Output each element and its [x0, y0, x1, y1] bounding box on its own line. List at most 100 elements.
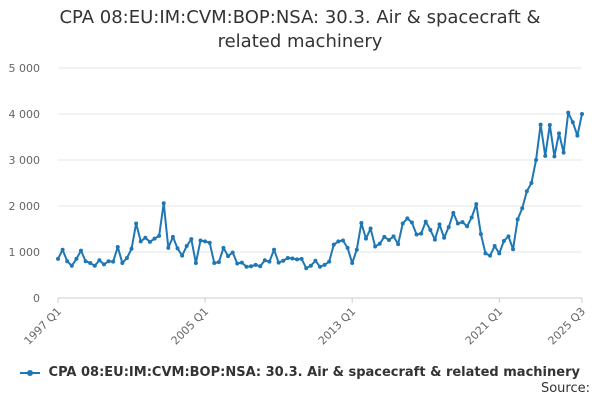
data-point[interactable] — [88, 261, 93, 266]
data-point[interactable] — [363, 236, 368, 241]
data-point[interactable] — [382, 234, 387, 239]
data-point[interactable] — [340, 238, 345, 243]
data-point[interactable] — [134, 221, 139, 226]
data-point[interactable] — [538, 122, 543, 127]
data-point[interactable] — [557, 131, 562, 136]
data-point[interactable] — [74, 256, 79, 261]
data-point[interactable] — [414, 232, 419, 237]
data-point[interactable] — [235, 261, 240, 266]
data-point[interactable] — [262, 258, 267, 263]
data-point[interactable] — [239, 260, 244, 265]
data-point[interactable] — [566, 110, 571, 115]
data-point[interactable] — [373, 244, 378, 249]
data-point[interactable] — [198, 238, 203, 243]
data-point[interactable] — [253, 262, 258, 267]
data-point[interactable] — [483, 251, 488, 256]
data-point[interactable] — [60, 247, 65, 252]
data-point[interactable] — [451, 210, 456, 215]
data-point[interactable] — [377, 241, 382, 246]
data-point[interactable] — [65, 259, 70, 264]
data-point[interactable] — [193, 261, 198, 266]
data-point[interactable] — [359, 221, 364, 226]
data-point[interactable] — [492, 244, 497, 249]
data-point[interactable] — [313, 258, 318, 263]
data-point[interactable] — [97, 258, 102, 263]
data-point[interactable] — [543, 153, 548, 158]
data-point[interactable] — [552, 154, 557, 159]
data-point[interactable] — [249, 264, 254, 269]
data-point[interactable] — [488, 253, 493, 258]
data-point[interactable] — [101, 262, 106, 267]
data-point[interactable] — [189, 237, 194, 242]
data-point[interactable] — [497, 251, 502, 256]
data-point[interactable] — [570, 120, 575, 125]
data-point[interactable] — [285, 255, 290, 260]
data-point[interactable] — [318, 264, 322, 269]
data-point[interactable] — [299, 256, 304, 261]
data-point[interactable] — [469, 215, 474, 220]
data-point[interactable] — [308, 263, 313, 268]
data-point[interactable] — [129, 246, 134, 251]
data-point[interactable] — [230, 250, 235, 255]
data-point[interactable] — [400, 221, 405, 226]
data-point[interactable] — [331, 242, 336, 247]
data-point[interactable] — [56, 256, 60, 261]
data-point[interactable] — [161, 201, 166, 206]
data-point[interactable] — [446, 225, 451, 230]
data-point[interactable] — [226, 254, 231, 259]
data-point[interactable] — [432, 237, 437, 242]
data-point[interactable] — [327, 259, 332, 264]
data-point[interactable] — [276, 260, 281, 265]
data-point[interactable] — [143, 235, 148, 240]
data-point[interactable] — [386, 238, 391, 243]
data-point[interactable] — [78, 248, 83, 253]
data-point[interactable] — [175, 246, 180, 251]
data-point[interactable] — [322, 262, 327, 267]
data-point[interactable] — [437, 222, 442, 227]
data-point[interactable] — [304, 266, 309, 271]
data-point[interactable] — [267, 259, 272, 264]
legend[interactable]: CPA 08:EU:IM:CVM:BOP:NSA: 30.3. Air & sp… — [0, 365, 600, 380]
data-point[interactable] — [547, 123, 552, 128]
data-point[interactable] — [203, 239, 208, 244]
data-point[interactable] — [506, 234, 511, 239]
data-point[interactable] — [534, 158, 539, 162]
data-point[interactable] — [442, 235, 447, 240]
data-point[interactable] — [180, 253, 185, 258]
data-point[interactable] — [345, 245, 350, 250]
data-point[interactable] — [111, 259, 116, 264]
data-point[interactable] — [524, 189, 529, 194]
data-point[interactable] — [515, 217, 520, 222]
data-point[interactable] — [212, 261, 217, 266]
data-point[interactable] — [478, 232, 483, 237]
data-point[interactable] — [157, 233, 162, 238]
data-point[interactable] — [272, 247, 277, 252]
data-point[interactable] — [580, 112, 584, 116]
data-point[interactable] — [455, 221, 460, 226]
data-point[interactable] — [465, 224, 470, 229]
data-point[interactable] — [152, 236, 157, 241]
data-point[interactable] — [124, 255, 129, 260]
data-point[interactable] — [221, 245, 226, 250]
data-point[interactable] — [391, 234, 396, 239]
data-point[interactable] — [83, 259, 88, 264]
data-point[interactable] — [69, 263, 74, 268]
data-point[interactable] — [216, 260, 221, 265]
data-point[interactable] — [520, 206, 525, 211]
data-point[interactable] — [405, 216, 410, 221]
data-point[interactable] — [409, 220, 414, 225]
data-point[interactable] — [561, 150, 566, 155]
data-point[interactable] — [354, 247, 359, 252]
data-point[interactable] — [428, 227, 433, 232]
data-point[interactable] — [92, 263, 97, 268]
data-point[interactable] — [244, 264, 249, 269]
data-point[interactable] — [258, 264, 263, 269]
data-point[interactable] — [120, 261, 125, 266]
data-point[interactable] — [290, 256, 295, 261]
data-point[interactable] — [423, 219, 428, 224]
data-point[interactable] — [396, 242, 401, 247]
data-point[interactable] — [368, 226, 373, 231]
data-point[interactable] — [511, 247, 516, 252]
data-point[interactable] — [115, 244, 120, 249]
data-point[interactable] — [336, 239, 341, 244]
